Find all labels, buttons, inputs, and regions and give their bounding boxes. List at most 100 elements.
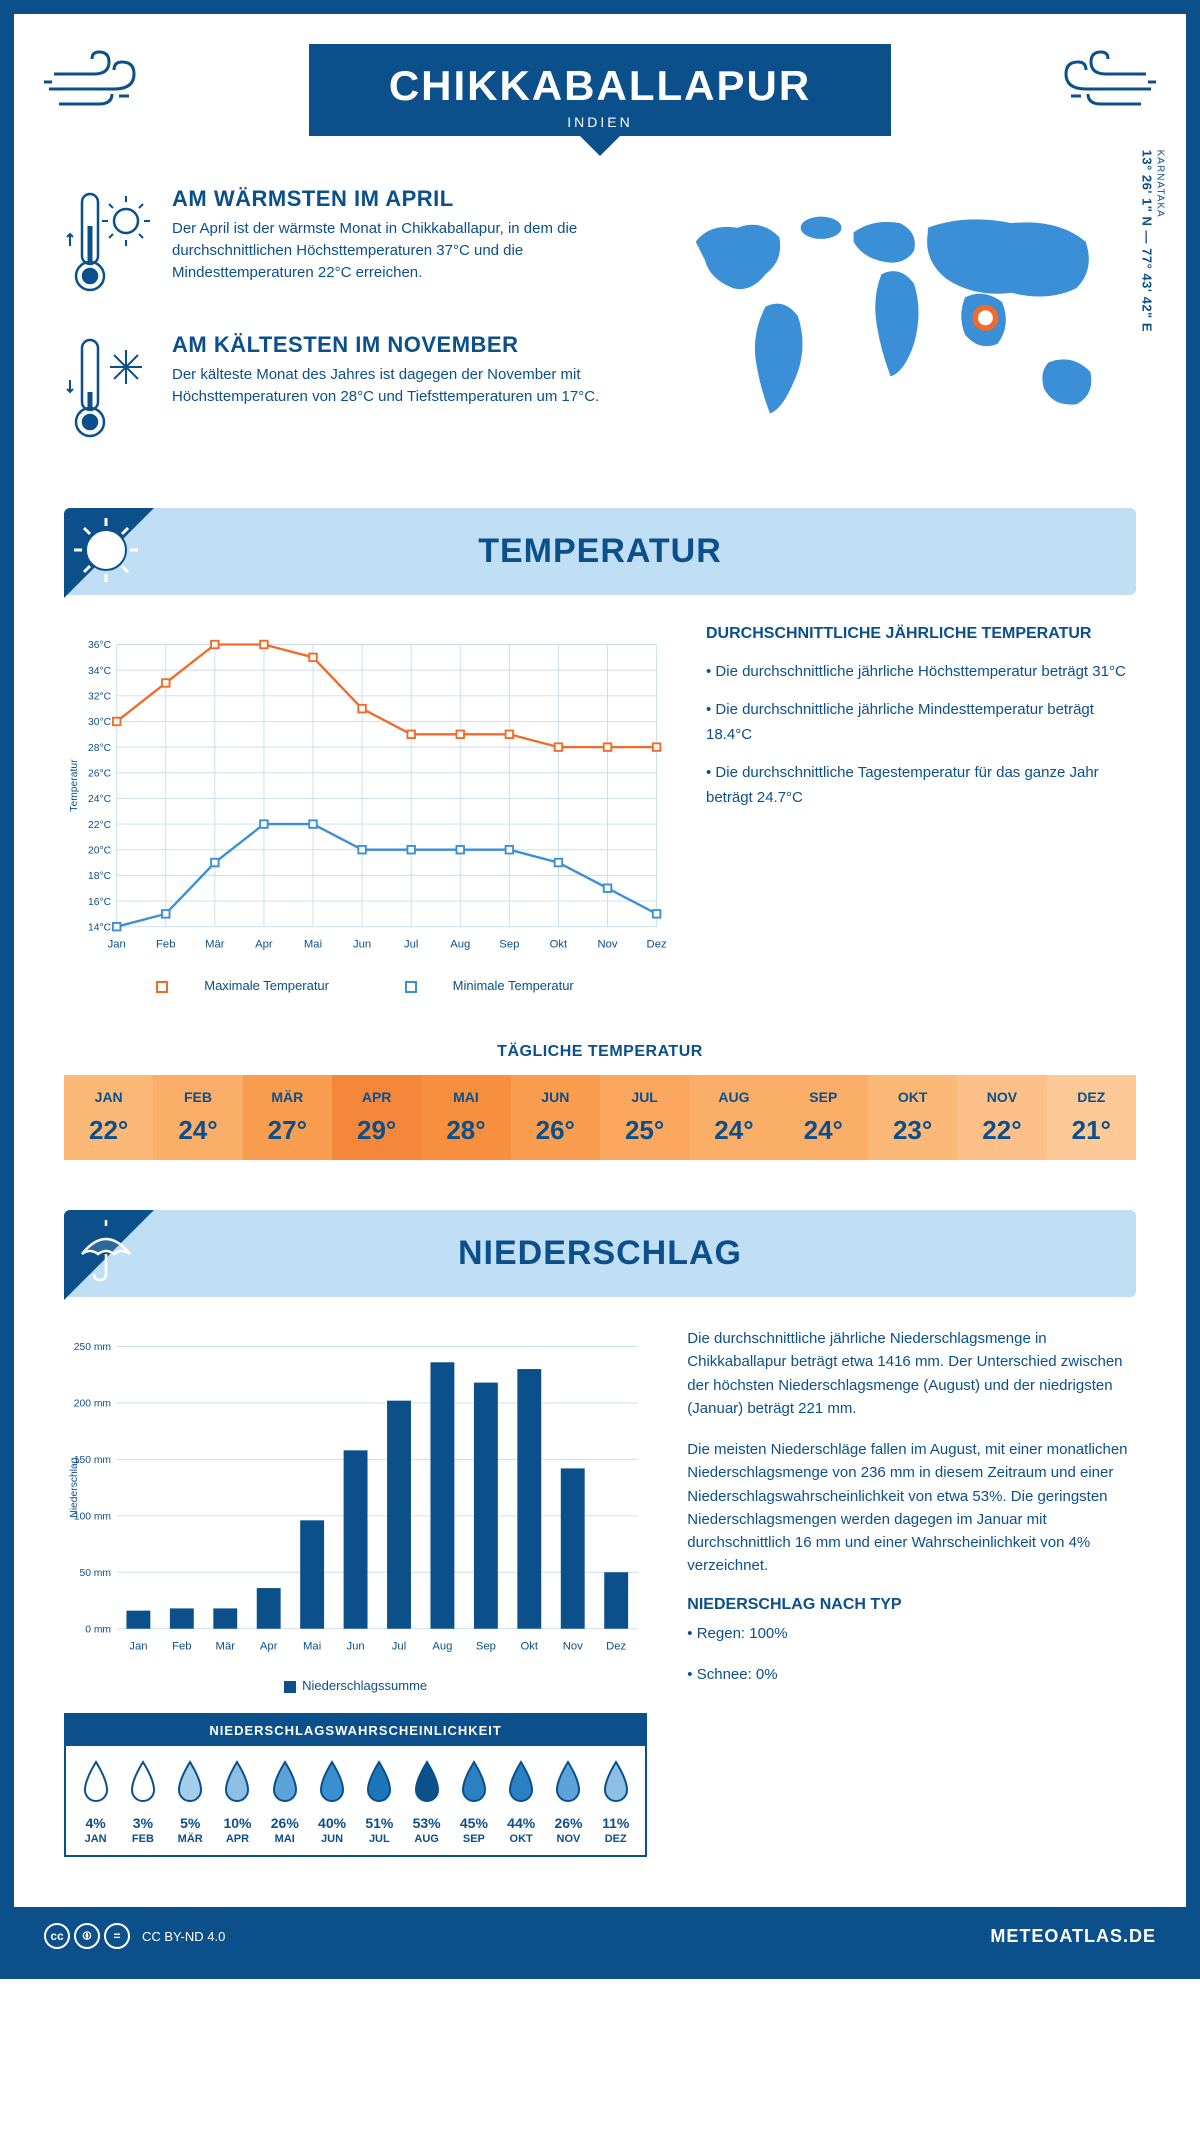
precip-left: 0 mm50 mm100 mm150 mm200 mm250 mmJanFebM… [64,1327,647,1857]
temp-chart-wrap: 14°C16°C18°C20°C22°C24°C26°C28°C30°C32°C… [64,625,666,1013]
svg-text:32°C: 32°C [88,692,112,703]
coldest-text: Der kälteste Monat des Jahres ist dagege… [172,364,605,408]
probability-cell: 44%OKT [498,1758,545,1845]
daily-cell: APR29° [332,1075,421,1160]
probability-cell: 26%NOV [545,1758,592,1845]
precip-legend: Niederschlagssumme [64,1672,647,1693]
wind-icon [44,44,164,124]
precipitation-banner: NIEDERSCHLAG [64,1210,1136,1297]
svg-text:14°C: 14°C [88,922,112,933]
umbrella-icon [70,1216,142,1288]
daily-cell: NOV22° [957,1075,1046,1160]
precip-summary: Die durchschnittliche jährliche Niedersc… [687,1327,1136,1857]
svg-text:Jul: Jul [404,938,418,950]
daily-cell: FEB24° [153,1075,242,1160]
svg-text:Dez: Dez [647,938,666,950]
precip-type-heading: NIEDERSCHLAG NACH TYP [687,1596,1136,1614]
precipitation-chart: 0 mm50 mm100 mm150 mm200 mm250 mmJanFebM… [64,1327,647,1667]
svg-text:Sep: Sep [476,1640,496,1652]
coords-value: 13° 26' 1" N — 77° 43' 42" E [1139,150,1154,332]
svg-text:Okt: Okt [521,1640,539,1652]
map-column: KARNATAKA 13° 26' 1" N — 77° 43' 42" E [645,186,1136,478]
thermometer-sun-icon [64,186,154,306]
country-label: INDIEN [389,114,811,130]
svg-text:Feb: Feb [172,1640,191,1652]
svg-text:Okt: Okt [550,938,568,950]
temperature-banner: TEMPERATUR [64,508,1136,595]
svg-text:0 mm: 0 mm [85,1624,111,1635]
svg-text:Feb: Feb [156,938,175,950]
svg-text:16°C: 16°C [88,897,112,908]
svg-text:250 mm: 250 mm [74,1342,111,1353]
probability-cell: 53%AUG [403,1758,450,1845]
precip-p2: Die meisten Niederschläge fallen im Augu… [687,1438,1136,1578]
svg-text:Sep: Sep [499,938,519,950]
intro-section: AM WÄRMSTEN IM APRIL Der April ist der w… [14,186,1186,508]
title-banner: CHIKKABALLAPUR INDIEN [309,44,891,136]
svg-text:Jan: Jan [108,938,126,950]
daily-cell: DEZ21° [1047,1075,1136,1160]
daily-cell: JAN22° [64,1075,153,1160]
world-map [645,186,1136,446]
facts-column: AM WÄRMSTEN IM APRIL Der April ist der w… [64,186,605,478]
precip-p1: Die durchschnittliche jährliche Niedersc… [687,1327,1136,1420]
svg-text:Mai: Mai [304,938,322,950]
coldest-fact: AM KÄLTESTEN IM NOVEMBER Der kälteste Mo… [64,332,605,452]
svg-text:Jan: Jan [129,1640,147,1652]
svg-text:Nov: Nov [563,1640,583,1652]
svg-text:Mär: Mär [205,938,225,950]
svg-text:200 mm: 200 mm [74,1399,111,1410]
precip-snow: • Schnee: 0% [687,1663,1136,1686]
license-text: CC BY-ND 4.0 [142,1929,225,1944]
probability-cell: 4%JAN [72,1758,119,1845]
region-label: KARNATAKA [1154,150,1165,332]
svg-text:Jul: Jul [392,1640,406,1652]
daily-temp-strip: JAN22°FEB24°MÄR27°APR29°MAI28°JUN26°JUL2… [64,1075,1136,1160]
svg-text:24°C: 24°C [88,794,112,805]
probability-row: 4%JAN3%FEB5%MÄR10%APR26%MAI40%JUN51%JUL5… [66,1746,645,1845]
footer-site: METEOATLAS.DE [990,1926,1156,1947]
svg-text:26°C: 26°C [88,769,112,780]
svg-text:22°C: 22°C [88,820,112,831]
svg-text:36°C: 36°C [88,640,112,651]
legend-min: Minimale Temperatur [453,978,574,993]
precipitation-section: 0 mm50 mm100 mm150 mm200 mm250 mmJanFebM… [14,1297,1186,1887]
svg-text:Nov: Nov [597,938,617,950]
daily-cell: MÄR27° [243,1075,332,1160]
thermometer-snow-icon [64,332,154,452]
svg-text:Aug: Aug [450,938,470,950]
svg-text:28°C: 28°C [88,743,112,754]
svg-text:Apr: Apr [255,938,273,950]
temp-summary-heading: DURCHSCHNITTLICHE JÄHRLICHE TEMPERATUR [706,625,1136,643]
probability-box: NIEDERSCHLAGSWAHRSCHEINLICHKEIT 4%JAN3%F… [64,1713,647,1857]
svg-text:Jun: Jun [346,1640,364,1652]
temp-bullet-1: • Die durchschnittliche jährliche Höchst… [706,659,1136,685]
warmest-fact: AM WÄRMSTEN IM APRIL Der April ist der w… [64,186,605,306]
precipitation-heading: NIEDERSCHLAG [64,1234,1136,1273]
page: CHIKKABALLAPUR INDIEN AM WÄRMSTEN IM APR… [0,0,1200,1979]
svg-text:Aug: Aug [432,1640,452,1652]
precip-rain: • Regen: 100% [687,1622,1136,1645]
cc-icons: cc🅯= [44,1923,130,1949]
temp-summary: DURCHSCHNITTLICHE JÄHRLICHE TEMPERATUR •… [706,625,1136,1013]
probability-title: NIEDERSCHLAGSWAHRSCHEINLICHKEIT [66,1715,645,1746]
probability-cell: 51%JUL [356,1758,403,1845]
daily-cell: JUN26° [511,1075,600,1160]
probability-cell: 26%MAI [261,1758,308,1845]
daily-cell: AUG24° [689,1075,778,1160]
daily-cell: OKT23° [868,1075,957,1160]
coordinates: KARNATAKA 13° 26' 1" N — 77° 43' 42" E [1139,150,1165,332]
svg-text:34°C: 34°C [88,666,112,677]
temp-bullet-3: • Die durchschnittliche Tagestemperatur … [706,760,1136,811]
coldest-title: AM KÄLTESTEN IM NOVEMBER [172,332,605,358]
svg-text:Mai: Mai [303,1640,321,1652]
daily-cell: JUL25° [600,1075,689,1160]
temperature-heading: TEMPERATUR [64,532,1136,571]
probability-cell: 11%DEZ [592,1758,639,1845]
probability-cell: 40%JUN [308,1758,355,1845]
svg-text:20°C: 20°C [88,845,112,856]
wind-icon [1036,44,1156,124]
svg-text:30°C: 30°C [88,717,112,728]
temperature-section: 14°C16°C18°C20°C22°C24°C26°C28°C30°C32°C… [14,595,1186,1033]
probability-cell: 5%MÄR [167,1758,214,1845]
